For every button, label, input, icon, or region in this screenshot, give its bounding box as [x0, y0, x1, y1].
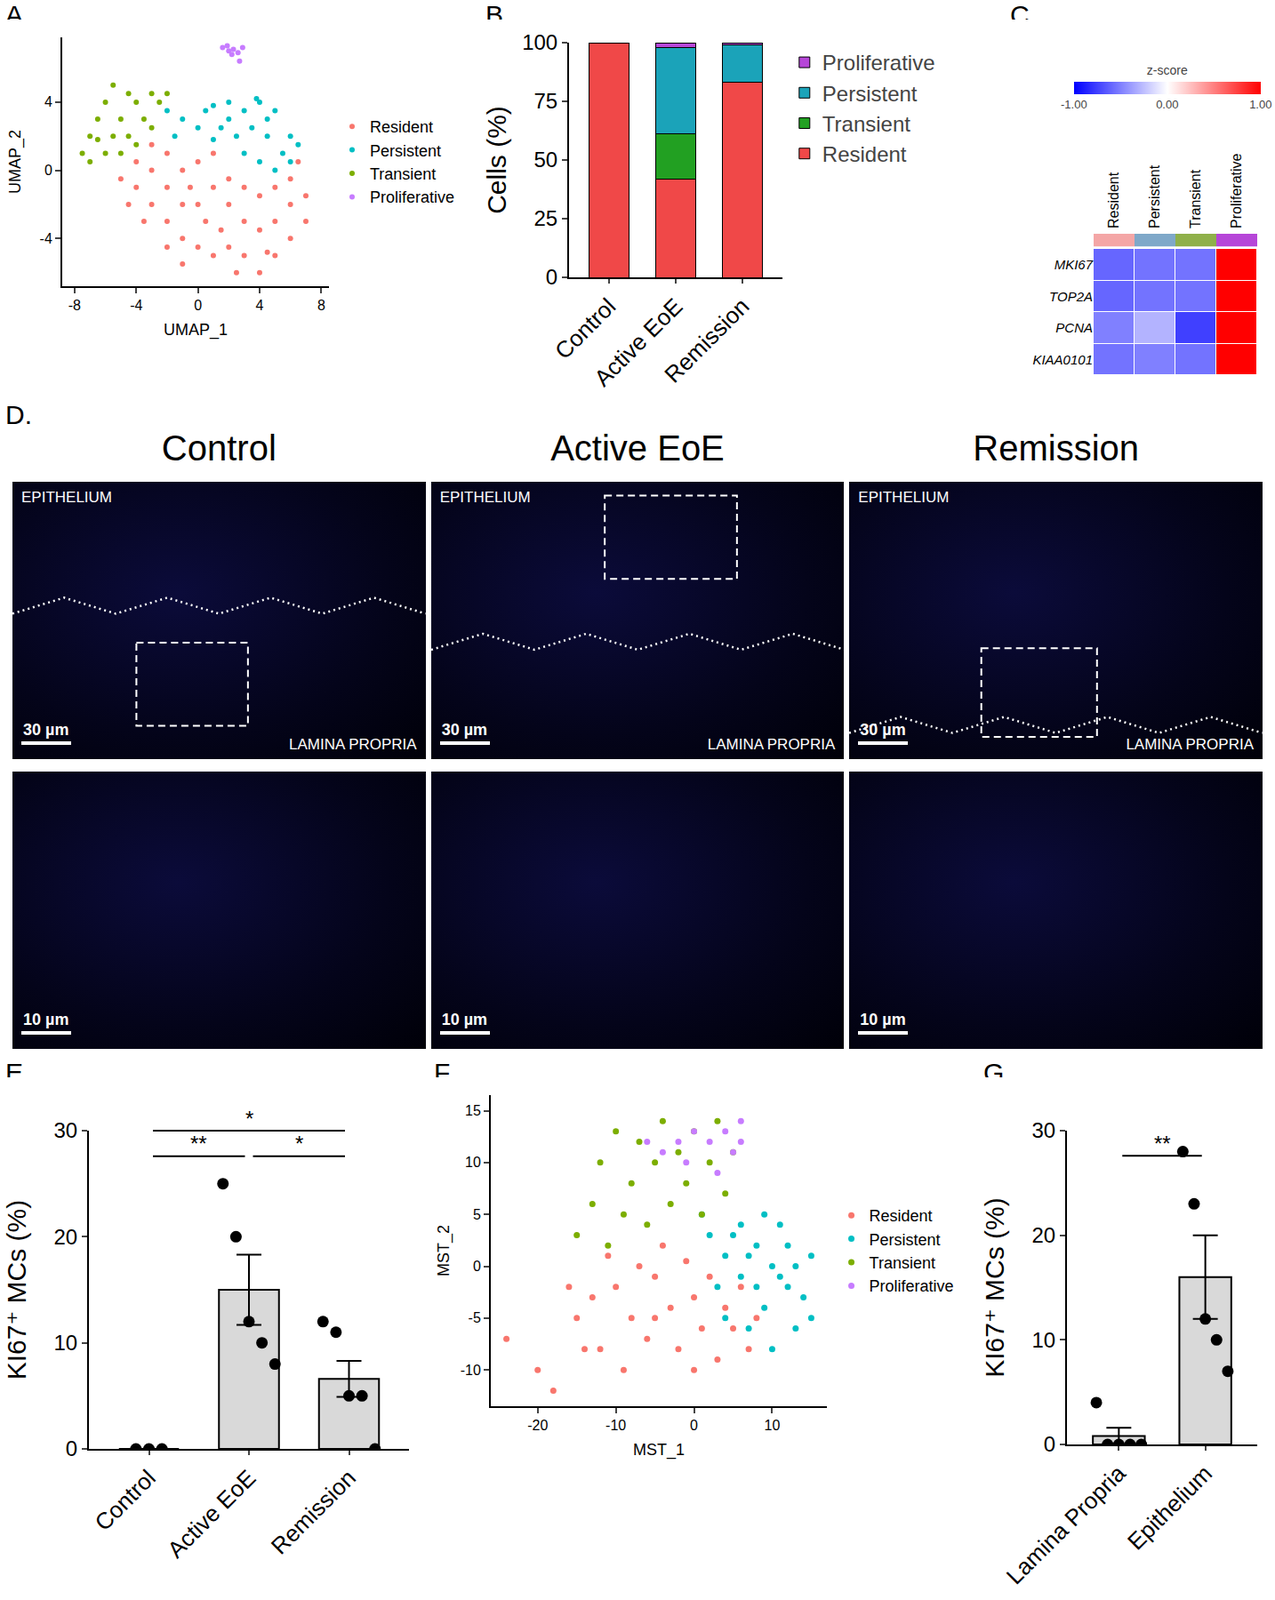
svg-text:*: *: [295, 1131, 304, 1156]
svg-text:PCNA: PCNA: [1055, 320, 1093, 336]
svg-text:0: 0: [545, 264, 558, 289]
svg-text:Resident: Resident: [369, 118, 434, 137]
svg-text:Persistent: Persistent: [1146, 164, 1163, 229]
svg-text:75: 75: [533, 88, 558, 113]
svg-text:5: 5: [473, 1207, 482, 1223]
svg-text:0: 0: [1043, 1432, 1056, 1457]
svg-text:Control: Control: [88, 1464, 161, 1536]
svg-text:1.00: 1.00: [1249, 97, 1272, 112]
svg-text:10: 10: [764, 1418, 781, 1434]
svg-text:Active EoE: Active EoE: [588, 292, 688, 392]
svg-text:**: **: [190, 1131, 208, 1156]
svg-text:Transient: Transient: [869, 1254, 936, 1273]
svg-text:0: 0: [65, 1436, 78, 1461]
svg-text:Lamina Propria: Lamina Propria: [1001, 1459, 1131, 1590]
html-text:Control: Control: [161, 428, 277, 468]
svg-text:-1.00: -1.00: [1060, 97, 1088, 112]
svg-text:0: 0: [193, 297, 202, 313]
svg-text:50: 50: [533, 147, 558, 172]
html-text:LAMINA PROPRIA: LAMINA PROPRIA: [707, 736, 836, 754]
svg-text:20: 20: [53, 1225, 78, 1250]
svg-text:8: 8: [317, 297, 326, 313]
svg-text:Resident: Resident: [1106, 171, 1122, 229]
html-text:10 µm: 10 µm: [441, 1010, 488, 1029]
svg-text:Resident: Resident: [822, 142, 907, 167]
svg-text:Transient: Transient: [1187, 168, 1203, 229]
svg-text:0.00: 0.00: [1155, 97, 1179, 112]
html-text:EPITHELIUM: EPITHELIUM: [439, 489, 531, 506]
svg-text:25: 25: [533, 206, 558, 231]
svg-text:KI67⁺ MCs (%): KI67⁺ MCs (%): [979, 1197, 1010, 1379]
svg-text:-4: -4: [129, 297, 143, 313]
svg-text:MST_2: MST_2: [434, 1225, 454, 1277]
svg-text:Transient: Transient: [822, 112, 911, 137]
html-text:A.: A.: [5, 0, 31, 30]
svg-text:Proliferative: Proliferative: [1228, 152, 1244, 229]
svg-text:UMAP_1: UMAP_1: [163, 320, 228, 340]
svg-text:Active EoE: Active EoE: [161, 1464, 261, 1564]
svg-text:Proliferative: Proliferative: [822, 50, 936, 75]
svg-text:Proliferative: Proliferative: [869, 1277, 955, 1296]
html-text:EPITHELIUM: EPITHELIUM: [21, 489, 113, 506]
svg-text:Persistent: Persistent: [869, 1231, 941, 1250]
svg-text:-20: -20: [527, 1418, 548, 1434]
svg-text:z-score: z-score: [1146, 63, 1188, 78]
svg-text:UMAP_2: UMAP_2: [6, 129, 25, 194]
html-text:E.: E.: [5, 1058, 31, 1088]
svg-text:*: *: [245, 1106, 254, 1131]
svg-text:KI67⁺ MCs (%): KI67⁺ MCs (%): [1, 1200, 32, 1381]
html-text:G.: G.: [983, 1058, 1012, 1088]
html-text:10 µm: 10 µm: [23, 1010, 69, 1029]
svg-text:10: 10: [53, 1331, 78, 1356]
svg-text:Remission: Remission: [658, 292, 754, 388]
html-text:Remission: Remission: [972, 428, 1139, 468]
svg-text:Transient: Transient: [369, 165, 436, 184]
html-text:10 µm: 10 µm: [860, 1010, 906, 1029]
svg-text:Epithelium: Epithelium: [1122, 1459, 1218, 1556]
svg-text:-5: -5: [468, 1310, 482, 1326]
svg-text:0: 0: [689, 1418, 698, 1434]
svg-text:KIAA0101: KIAA0101: [1032, 352, 1093, 368]
svg-text:0: 0: [44, 162, 53, 178]
html-text:EPITHELIUM: EPITHELIUM: [858, 489, 950, 506]
html-text:Active EoE: Active EoE: [550, 428, 725, 468]
svg-text:-10: -10: [605, 1418, 626, 1434]
svg-text:-4: -4: [40, 231, 53, 247]
svg-text:10: 10: [1031, 1328, 1056, 1353]
html-text:30 µm: 30 µm: [441, 721, 488, 739]
svg-text:15: 15: [465, 1103, 482, 1119]
svg-text:100: 100: [521, 30, 558, 55]
svg-text:TOP2A: TOP2A: [1049, 288, 1093, 305]
svg-text:Cells (%): Cells (%): [481, 105, 512, 215]
svg-text:0: 0: [473, 1258, 482, 1275]
svg-text:Proliferative: Proliferative: [369, 188, 455, 207]
html-text:B.: B.: [485, 0, 511, 30]
svg-text:Persistent: Persistent: [822, 81, 918, 106]
svg-text:30: 30: [53, 1118, 78, 1143]
html-text:LAMINA PROPRIA: LAMINA PROPRIA: [288, 736, 417, 754]
html-text:30 µm: 30 µm: [860, 721, 906, 739]
svg-text:4: 4: [256, 297, 265, 313]
svg-text:MKI67: MKI67: [1054, 256, 1094, 273]
svg-text:Control: Control: [549, 292, 621, 364]
svg-text:-10: -10: [460, 1363, 482, 1379]
svg-text:10: 10: [465, 1154, 482, 1171]
svg-text:Persistent: Persistent: [369, 142, 442, 161]
svg-text:30: 30: [1031, 1118, 1056, 1143]
svg-text:Resident: Resident: [869, 1207, 933, 1226]
html-text:30 µm: 30 µm: [23, 721, 69, 739]
svg-text:-8: -8: [68, 297, 81, 313]
html-text:LAMINA PROPRIA: LAMINA PROPRIA: [1125, 736, 1254, 754]
html-text:D.: D.: [5, 400, 33, 430]
html-text:F.: F.: [433, 1058, 455, 1088]
svg-text:20: 20: [1031, 1223, 1056, 1248]
html-text:C.: C.: [1010, 0, 1037, 30]
svg-text:**: **: [1154, 1131, 1171, 1156]
svg-text:MST_1: MST_1: [633, 1441, 685, 1460]
svg-text:Remission: Remission: [265, 1464, 361, 1560]
svg-text:4: 4: [44, 94, 53, 110]
